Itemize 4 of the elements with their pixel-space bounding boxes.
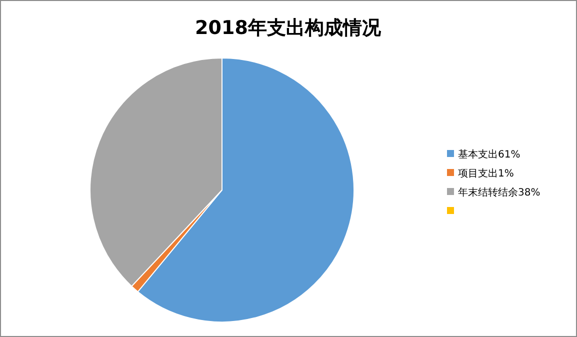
legend-label: 基本支出61% xyxy=(458,148,520,160)
legend-label: 项目支出1% xyxy=(458,168,514,180)
chart-title: 2018年支出构成情况 xyxy=(195,17,382,39)
legend-label: 年末结转结余38% xyxy=(458,186,540,198)
